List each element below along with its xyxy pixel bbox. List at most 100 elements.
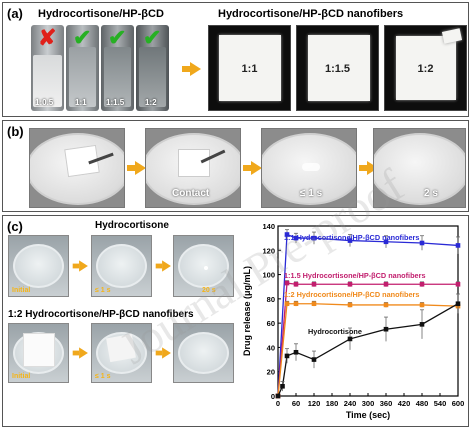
series-line [277,233,459,397]
data-point [347,281,353,287]
x-tick-label: 240 [344,399,357,408]
data-point [419,322,425,327]
series-line [277,303,459,397]
data-point [383,326,389,332]
data-point [455,301,461,307]
nanofiber-photo-2: ≤ 1 s [91,323,152,383]
panel-b: (b) Contact ≤ 1 s 2 s [2,120,469,212]
arrow-icon [72,260,88,272]
fiber-photo-1-1.5: 1:1.5 [296,25,379,111]
data-point [455,281,461,287]
y-tick-label: 60 [267,319,275,328]
folded-fiber-inset [441,28,463,44]
data-point [455,243,461,248]
arrow-icon [72,347,88,359]
fiber-photo-1-1: 1:1 [208,25,291,111]
x-tick-label: 300 [362,399,375,408]
hydrocortisone-photo-3: 20 s [173,235,234,297]
series-label: 1:1 Hydrocortisone/HP-βCD nanofibers [284,233,419,242]
y-tick-label: 0 [271,392,275,401]
y-tick-label: 80 [267,295,275,304]
y-tick-label: 100 [262,271,275,280]
series-label: Hydrocortisone [308,327,362,336]
y-axis-label: Drug release (μg/mL) [242,266,252,356]
series-line [277,303,459,397]
x-tick-label: 480 [416,399,429,408]
data-point [311,301,317,307]
vial-label: 1:0.5 [35,98,54,107]
dissolution-frame-1 [29,128,125,208]
data-point [311,357,317,362]
data-point [311,235,317,241]
data-point [419,302,425,308]
x-tick-label: 420 [398,399,411,408]
data-point [419,281,425,287]
panel-c: (c) Hydrocortisone Initial ≤ 1 s 20 s 1:… [2,215,469,427]
y-tick-label: 40 [267,343,275,352]
data-point [284,301,290,307]
arrow-icon [359,161,378,175]
series-line [277,282,458,397]
y-tick-label: 20 [267,368,275,377]
y-tick-label: 140 [262,222,275,231]
series-label: 1:2 Hydrocortisone/HP-βCD nanofibers [284,290,419,299]
photo-time: ≤ 1 s [95,373,111,380]
panel-a-label: (a) [7,6,23,21]
hydrocortisone-photo-2: ≤ 1 s [91,235,152,297]
data-point [347,336,353,342]
vial-1-0.5: ✘ 1:0.5 [31,25,64,111]
data-point [284,353,290,359]
data-point [293,349,299,355]
photo-time: Initial [12,287,31,294]
fiber-label: 1:1 [241,63,258,75]
frame-caption: Contact [172,188,210,199]
photo-time: Initial [12,373,31,380]
cross-icon: ✘ [38,25,57,50]
nanofiber-photo-3 [173,323,234,383]
panel-c-label: (c) [7,219,23,234]
data-point [419,240,425,246]
arrow-icon [182,62,201,76]
panel-a: (a) Hydrocortisone/HP-βCD Hydrocortisone… [2,2,469,117]
data-point [347,238,353,243]
check-icon: ✔ [73,25,92,50]
data-point [284,280,290,286]
dissolution-frame-4: 2 s [373,128,466,208]
panel-a-left-title: Hydrocortisone/HP-βCD [38,8,164,20]
data-point [284,232,290,237]
panel-b-label: (b) [7,124,24,139]
x-tick-label: 540 [434,399,447,408]
fiber-photo-1-2: 1:2 [384,25,467,111]
nanofiber-photo-1: Initial [8,323,69,383]
photo-time: 20 s [202,287,216,294]
check-icon: ✔ [108,25,127,50]
hydrocortisone-photo-1: Initial [8,235,69,297]
data-point [293,301,299,307]
row2-title: 1:2 Hydrocortisone/HP-βCD nanofibers [8,309,194,320]
data-point [280,383,285,389]
data-point [293,235,299,241]
fiber-label: 1:1.5 [324,63,351,75]
frame-caption: ≤ 1 s [300,188,323,199]
vial-label: 1:2 [145,98,157,107]
data-point [383,281,389,287]
vial-group: ✘ 1:0.5 ✔ 1:1 ✔ 1:1.5 ✔ 1:2 [31,25,171,111]
data-point [383,302,389,308]
x-tick-label: 360 [380,399,393,408]
panel-a-right-title: Hydrocortisone/HP-βCD nanofibers [218,8,404,20]
data-point [275,393,281,399]
frame-caption: 2 s [424,188,438,199]
arrow-icon [155,260,171,272]
plot-frame [277,225,459,397]
vial-1-1: ✔ 1:1 [66,25,99,111]
vial-label: 1:1.5 [106,98,125,107]
x-tick-label: 180 [326,399,339,408]
data-point [347,302,353,308]
data-point [311,281,317,287]
vial-1-1.5: ✔ 1:1.5 [101,25,134,111]
x-axis-label: Time (sec) [346,410,390,420]
y-tick-label: 120 [262,246,275,255]
photo-time: ≤ 1 s [95,287,111,294]
arrow-icon [155,347,171,359]
dissolution-frame-3: ≤ 1 s [261,128,357,208]
